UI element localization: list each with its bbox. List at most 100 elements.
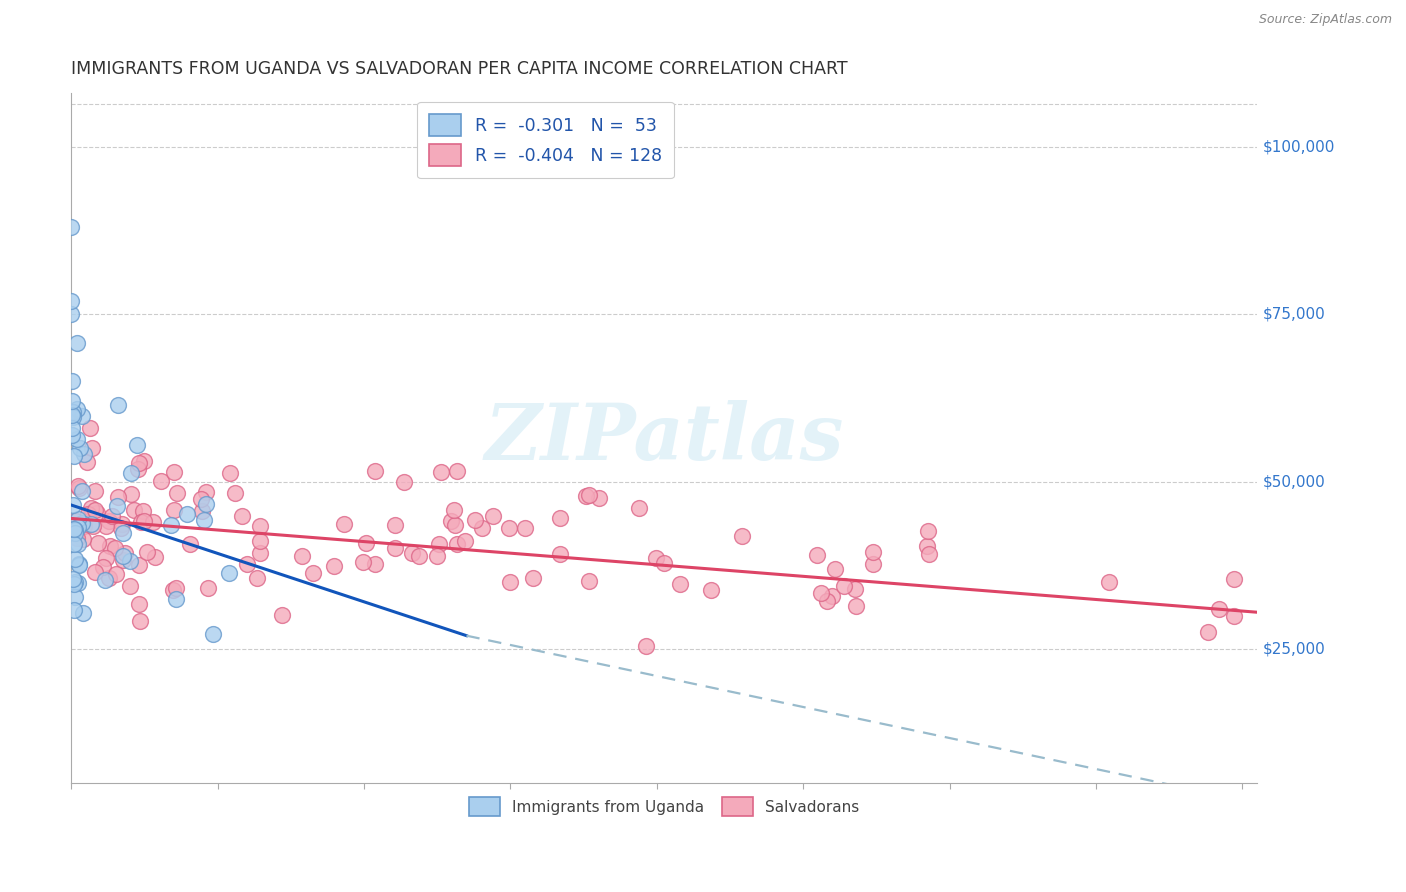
Point [60, 293, 83, 308]
Point [578, 488, 600, 502]
Point [77, 507, 100, 521]
Point [270, 608, 292, 623]
Point [62, 522, 84, 536]
Point [80, 517, 103, 532]
Point [110, 516, 132, 531]
Point [120, 466, 142, 480]
Text: IMMIGRANTS FROM UGANDA VS SALVADORAN PER CAPITA INCOME CORRELATION CHART: IMMIGRANTS FROM UGANDA VS SALVADORAN PER… [72, 60, 848, 78]
Point [1197, 624, 1219, 639]
Point [128, 614, 150, 628]
Point [118, 579, 141, 593]
Point [118, 554, 141, 568]
Point [63, 575, 86, 590]
Point [862, 544, 884, 558]
Point [129, 515, 152, 529]
Point [165, 591, 187, 606]
Point [454, 533, 477, 548]
Point [427, 537, 450, 551]
Point [384, 518, 406, 533]
Point [575, 489, 598, 503]
Point [548, 510, 571, 524]
Point [86, 506, 108, 520]
Point [76, 455, 98, 469]
Point [63, 523, 86, 537]
Point [193, 513, 215, 527]
Point [142, 515, 165, 529]
Point [231, 508, 253, 523]
Point [218, 566, 240, 580]
Point [364, 464, 387, 478]
Point [63, 522, 86, 536]
Point [143, 550, 166, 565]
Point [820, 589, 842, 603]
Text: $50,000: $50,000 [1263, 474, 1326, 489]
Point [149, 475, 172, 489]
Point [104, 566, 127, 581]
Point [499, 575, 522, 590]
Point [578, 574, 600, 589]
Point [83, 503, 105, 517]
Point [132, 454, 155, 468]
Point [700, 582, 723, 597]
Point [132, 504, 155, 518]
Point [97, 571, 120, 585]
Point [392, 475, 415, 490]
Point [446, 536, 468, 550]
Point [426, 549, 449, 564]
Point [443, 503, 465, 517]
Point [82, 519, 104, 533]
Point [67, 537, 90, 551]
Point [120, 487, 142, 501]
Point [107, 491, 129, 505]
Point [62, 572, 84, 586]
Point [128, 558, 150, 573]
Point [62, 409, 84, 424]
Point [1223, 609, 1246, 624]
Point [163, 502, 186, 516]
Point [80, 441, 103, 455]
Point [731, 529, 754, 543]
Point [401, 546, 423, 560]
Point [125, 438, 148, 452]
Point [917, 524, 939, 538]
Point [824, 562, 846, 576]
Point [162, 582, 184, 597]
Point [69, 441, 91, 455]
Point [548, 547, 571, 561]
Point [384, 541, 406, 556]
Point [98, 539, 121, 553]
Point [588, 491, 610, 505]
Point [122, 503, 145, 517]
Point [290, 549, 312, 563]
Point [112, 553, 135, 567]
Point [107, 398, 129, 412]
Point [66, 401, 89, 416]
Point [1098, 575, 1121, 590]
Point [72, 533, 94, 547]
Point [513, 520, 536, 534]
Point [634, 639, 657, 653]
Point [136, 545, 159, 559]
Point [163, 466, 186, 480]
Point [446, 464, 468, 478]
Point [815, 594, 838, 608]
Point [63, 521, 86, 535]
Point [60, 374, 83, 388]
Point [333, 517, 356, 532]
Point [202, 627, 225, 641]
Point [249, 519, 271, 533]
Text: $25,000: $25,000 [1263, 641, 1326, 657]
Point [166, 485, 188, 500]
Point [654, 556, 676, 570]
Point [844, 582, 866, 596]
Point [176, 507, 198, 521]
Point [63, 525, 86, 540]
Point [159, 517, 181, 532]
Point [110, 521, 132, 535]
Point [114, 546, 136, 560]
Point [224, 486, 246, 500]
Point [94, 519, 117, 533]
Legend: Immigrants from Uganda, Salvadorans: Immigrants from Uganda, Salvadorans [461, 789, 868, 823]
Point [430, 465, 453, 479]
Point [1222, 572, 1244, 586]
